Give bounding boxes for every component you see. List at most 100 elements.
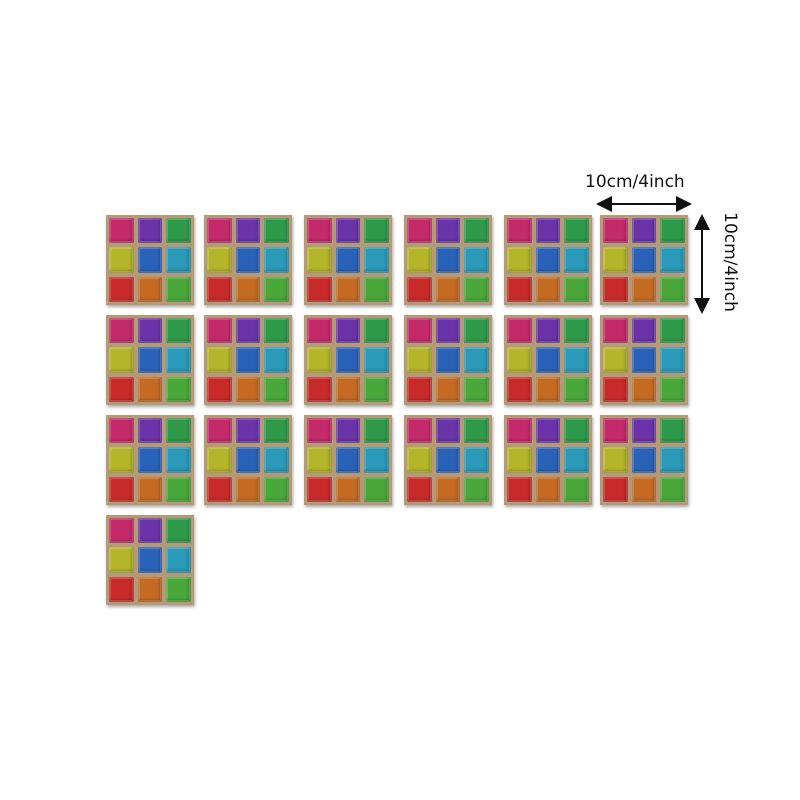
tile-square — [207, 447, 232, 473]
tile-square — [137, 518, 163, 544]
tile-square — [335, 476, 361, 502]
tile-square — [207, 418, 232, 444]
tile-square — [407, 218, 432, 244]
tile-square — [364, 376, 389, 402]
tile-square — [435, 347, 461, 373]
tile-square — [166, 247, 191, 273]
tile-square — [364, 418, 389, 444]
tile-square — [435, 447, 461, 473]
tile — [600, 315, 688, 405]
tile-square — [603, 476, 628, 502]
tile-square — [507, 318, 532, 344]
tile-square — [507, 447, 532, 473]
tile-square — [464, 276, 489, 302]
tile-square — [535, 476, 561, 502]
tile-square — [335, 247, 361, 273]
tile-square — [166, 476, 191, 502]
tile — [106, 515, 194, 605]
tile-square — [507, 218, 532, 244]
tile-square — [464, 376, 489, 402]
tile-square — [137, 418, 163, 444]
tile-square — [166, 347, 191, 373]
tile-square — [407, 276, 432, 302]
tile-square — [507, 376, 532, 402]
tile-square — [137, 376, 163, 402]
tile-square — [307, 476, 332, 502]
tile-square — [137, 347, 163, 373]
tile-square — [264, 276, 289, 302]
tile-square — [166, 547, 191, 573]
tile — [106, 215, 194, 305]
tile-square — [364, 318, 389, 344]
tile-square — [631, 476, 657, 502]
tile-square — [535, 247, 561, 273]
tile-square — [407, 347, 432, 373]
tile-square — [364, 247, 389, 273]
tile — [106, 315, 194, 405]
tile-square — [603, 318, 628, 344]
tile-square — [264, 447, 289, 473]
tile-square — [207, 376, 232, 402]
tile — [304, 215, 392, 305]
tile-square — [137, 276, 163, 302]
tile-square — [307, 447, 332, 473]
tile-square — [137, 476, 163, 502]
tile-square — [564, 476, 589, 502]
tile-square — [660, 247, 685, 273]
tile-square — [264, 318, 289, 344]
tile — [204, 315, 292, 405]
tile-square — [535, 418, 561, 444]
tile-square — [364, 447, 389, 473]
tile-square — [631, 376, 657, 402]
tile-square — [235, 218, 261, 244]
tile-square — [603, 418, 628, 444]
tile-square — [207, 247, 232, 273]
tile-square — [603, 247, 628, 273]
tile-square — [564, 447, 589, 473]
tile-square — [264, 247, 289, 273]
tile-square — [660, 447, 685, 473]
tile-square — [660, 318, 685, 344]
tile-square — [307, 347, 332, 373]
tile-square — [335, 447, 361, 473]
tile-square — [603, 276, 628, 302]
tile-square — [660, 276, 685, 302]
tile-square — [507, 276, 532, 302]
tile-square — [464, 447, 489, 473]
tile-square — [660, 218, 685, 244]
tile-square — [564, 218, 589, 244]
tile-square — [335, 318, 361, 344]
tile-square — [235, 376, 261, 402]
tile-square — [660, 347, 685, 373]
tile-square — [631, 447, 657, 473]
tile-square — [166, 447, 191, 473]
tile-square — [109, 376, 134, 402]
tile-square — [631, 247, 657, 273]
tile — [504, 215, 592, 305]
tile-square — [137, 547, 163, 573]
tile-square — [603, 347, 628, 373]
tile-square — [207, 318, 232, 344]
tile — [404, 415, 492, 505]
tile-square — [207, 476, 232, 502]
tile-square — [507, 418, 532, 444]
tile — [600, 215, 688, 305]
tile-square — [109, 247, 134, 273]
tile-square — [335, 218, 361, 244]
tile-square — [109, 318, 134, 344]
tile-square — [307, 318, 332, 344]
tile-square — [435, 476, 461, 502]
tile-square — [109, 447, 134, 473]
tile — [304, 315, 392, 405]
tile-square — [109, 276, 134, 302]
tile — [504, 415, 592, 505]
tile-square — [407, 376, 432, 402]
tile-square — [407, 476, 432, 502]
tile — [204, 415, 292, 505]
tile-square — [166, 576, 191, 602]
tile-square — [464, 418, 489, 444]
tile — [404, 315, 492, 405]
tile-square — [435, 276, 461, 302]
tile-square — [137, 318, 163, 344]
